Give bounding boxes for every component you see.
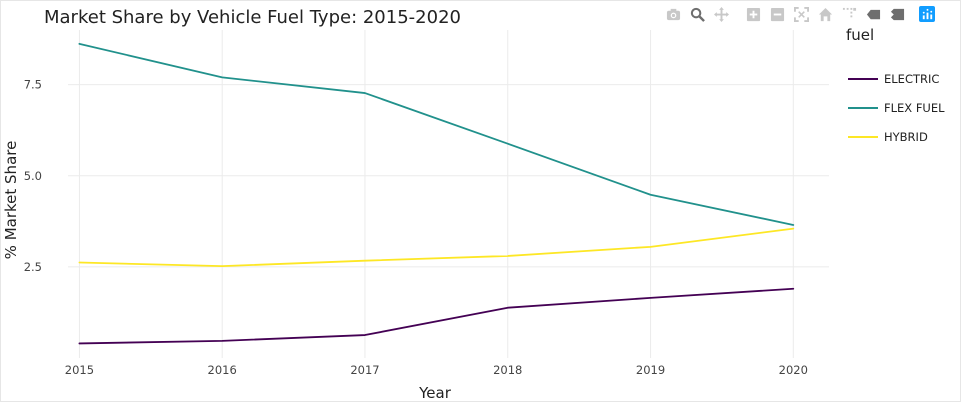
x-tick-label: 2020 <box>779 363 808 377</box>
hover-compare-icon[interactable] <box>889 6 905 22</box>
y-tick-label: 2.5 <box>24 260 42 274</box>
legend-item-electric[interactable]: ELECTRIC <box>848 72 939 86</box>
x-tick-label: 2015 <box>65 363 94 377</box>
legend-item-flex-fuel[interactable]: FLEX FUEL <box>848 101 945 115</box>
legend-label: HYBRID <box>884 130 928 144</box>
chart-title: Market Share by Vehicle Fuel Type: 2015-… <box>44 7 461 28</box>
y-tick-label: 5.0 <box>24 169 42 183</box>
legend[interactable]: fuel ELECTRIC FLEX FUEL HYBRID <box>846 26 945 144</box>
hover-closest-icon[interactable] <box>865 6 881 22</box>
x-tick-label: 2016 <box>208 363 237 377</box>
series-line-hybrid[interactable] <box>78 227 795 268</box>
plotly-logo-icon[interactable] <box>919 6 935 22</box>
series-line-electric[interactable] <box>78 287 795 345</box>
y-axis-title: % Market Share <box>2 141 20 260</box>
legend-item-hybrid[interactable]: HYBRID <box>848 130 928 144</box>
y-tick-label: 7.5 <box>24 78 42 92</box>
zoom-icon[interactable] <box>689 6 705 22</box>
legend-label: ELECTRIC <box>884 72 939 86</box>
series-line-flex-fuel[interactable] <box>78 42 795 226</box>
x-axis-title: Year <box>418 384 452 402</box>
autoscale-icon[interactable] <box>793 6 809 22</box>
zoom-in-icon[interactable] <box>745 6 761 22</box>
x-tick-label: 2017 <box>350 363 379 377</box>
grid <box>68 30 829 358</box>
modebar <box>665 5 943 23</box>
legend-title: fuel <box>846 26 874 44</box>
zoom-out-icon[interactable] <box>769 6 785 22</box>
home-icon[interactable] <box>817 6 833 22</box>
spike-lines-icon[interactable] <box>841 6 857 22</box>
legend-label: FLEX FUEL <box>884 101 945 115</box>
x-tick-label: 2018 <box>493 363 522 377</box>
plot-area[interactable] <box>78 42 795 345</box>
pan-icon[interactable] <box>713 6 729 22</box>
x-tick-label: 2019 <box>636 363 665 377</box>
y-axis-ticks: 2.5 5.0 7.5 <box>24 78 42 274</box>
x-axis-ticks: 2015 2016 2017 2018 2019 2020 <box>65 363 808 377</box>
camera-icon[interactable] <box>665 6 681 22</box>
